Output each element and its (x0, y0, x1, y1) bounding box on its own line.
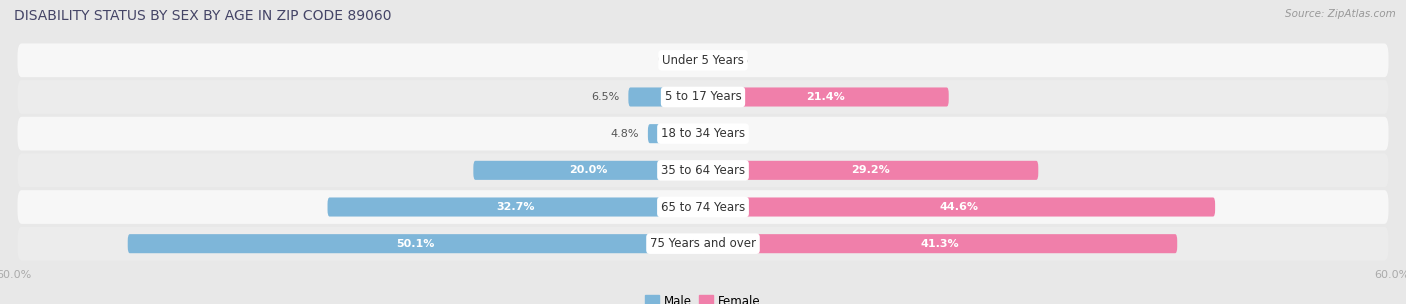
Text: 20.0%: 20.0% (569, 165, 607, 175)
FancyBboxPatch shape (703, 198, 1215, 216)
Text: Source: ZipAtlas.com: Source: ZipAtlas.com (1285, 9, 1396, 19)
FancyBboxPatch shape (17, 154, 1389, 187)
Legend: Male, Female: Male, Female (641, 290, 765, 304)
Text: 5 to 17 Years: 5 to 17 Years (665, 91, 741, 103)
Text: 75 Years and over: 75 Years and over (650, 237, 756, 250)
FancyBboxPatch shape (703, 88, 949, 106)
FancyBboxPatch shape (628, 88, 703, 106)
Text: 41.3%: 41.3% (921, 239, 959, 249)
FancyBboxPatch shape (128, 234, 703, 253)
Text: 65 to 74 Years: 65 to 74 Years (661, 201, 745, 213)
Text: 21.4%: 21.4% (807, 92, 845, 102)
FancyBboxPatch shape (474, 161, 703, 180)
Text: 0.0%: 0.0% (720, 55, 748, 65)
Text: 35 to 64 Years: 35 to 64 Years (661, 164, 745, 177)
FancyBboxPatch shape (17, 43, 1389, 77)
Text: 6.5%: 6.5% (591, 92, 619, 102)
Text: 4.8%: 4.8% (610, 129, 638, 139)
FancyBboxPatch shape (17, 80, 1389, 114)
Text: 18 to 34 Years: 18 to 34 Years (661, 127, 745, 140)
FancyBboxPatch shape (703, 161, 1038, 180)
Text: 50.1%: 50.1% (396, 239, 434, 249)
Text: 44.6%: 44.6% (939, 202, 979, 212)
Text: 32.7%: 32.7% (496, 202, 534, 212)
FancyBboxPatch shape (17, 227, 1389, 261)
Text: 0.0%: 0.0% (720, 129, 748, 139)
FancyBboxPatch shape (17, 117, 1389, 150)
Text: 29.2%: 29.2% (851, 165, 890, 175)
FancyBboxPatch shape (703, 234, 1177, 253)
FancyBboxPatch shape (648, 124, 703, 143)
Text: DISABILITY STATUS BY SEX BY AGE IN ZIP CODE 89060: DISABILITY STATUS BY SEX BY AGE IN ZIP C… (14, 9, 391, 23)
Text: 0.0%: 0.0% (658, 55, 686, 65)
FancyBboxPatch shape (328, 198, 703, 216)
Text: Under 5 Years: Under 5 Years (662, 54, 744, 67)
FancyBboxPatch shape (17, 190, 1389, 224)
